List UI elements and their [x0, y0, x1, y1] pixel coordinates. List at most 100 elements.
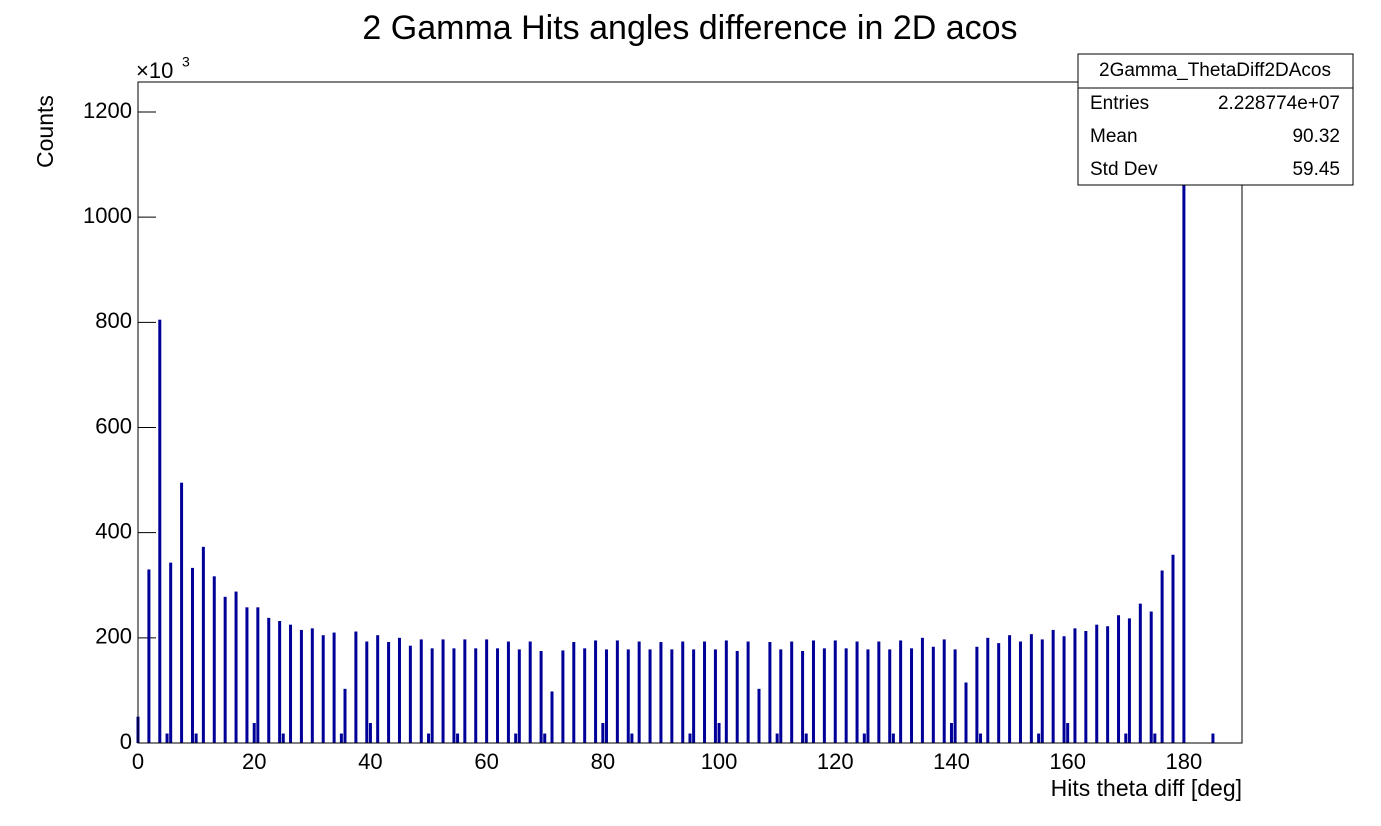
- bar: [648, 649, 652, 743]
- bar: [278, 621, 282, 743]
- bar: [1066, 723, 1070, 743]
- bar: [408, 645, 412, 743]
- bar: [1073, 628, 1077, 743]
- x-tick-label: 160: [1049, 749, 1086, 774]
- bar: [775, 733, 779, 743]
- bar: [757, 688, 761, 743]
- bar: [234, 591, 238, 743]
- bar: [583, 648, 587, 743]
- bar: [997, 643, 1001, 743]
- bar: [891, 733, 895, 743]
- bar: [724, 640, 728, 743]
- bar: [1153, 733, 1157, 743]
- bar: [975, 646, 979, 743]
- bar: [427, 733, 431, 743]
- bar: [1051, 629, 1055, 743]
- bar: [256, 607, 260, 743]
- bar: [539, 650, 543, 743]
- bar: [713, 649, 717, 743]
- bar: [1084, 630, 1088, 743]
- y-tick-label: 1000: [83, 203, 132, 228]
- x-tick-label: 80: [591, 749, 615, 774]
- bar: [321, 635, 325, 743]
- bar: [942, 639, 946, 743]
- bar: [862, 733, 866, 743]
- bar: [1008, 635, 1012, 743]
- bar: [1182, 111, 1186, 743]
- bar: [1018, 641, 1022, 743]
- bar: [194, 733, 198, 743]
- bar: [953, 649, 957, 743]
- stats-key: Mean: [1090, 126, 1138, 147]
- bar: [626, 649, 630, 743]
- bar: [779, 649, 783, 743]
- bar: [517, 649, 521, 743]
- bar: [441, 639, 445, 743]
- bar: [365, 641, 369, 743]
- bar: [844, 648, 848, 743]
- bar: [147, 569, 151, 743]
- bar: [1106, 626, 1110, 743]
- bar: [430, 648, 434, 743]
- bar: [1138, 603, 1142, 743]
- bar: [376, 635, 380, 743]
- bar: [543, 733, 547, 743]
- bar: [604, 649, 608, 743]
- bar: [474, 648, 478, 743]
- bar: [212, 576, 216, 743]
- bar: [659, 642, 663, 743]
- bar: [717, 723, 721, 743]
- bar: [299, 629, 303, 743]
- bar: [790, 641, 794, 743]
- bar: [670, 649, 674, 743]
- bar: [1149, 611, 1153, 743]
- bar: [804, 733, 808, 743]
- stats-value: 90.32: [1292, 126, 1340, 147]
- bar: [855, 641, 859, 743]
- bar: [1095, 624, 1099, 743]
- plot-frame: [137, 81, 1243, 744]
- x-tick-label: 140: [933, 749, 970, 774]
- bar: [550, 691, 554, 743]
- bar: [514, 733, 518, 743]
- bar: [735, 650, 739, 743]
- bar: [601, 723, 605, 743]
- bar: [833, 640, 837, 743]
- bar: [245, 607, 249, 743]
- y-multiplier: ×10: [136, 58, 173, 83]
- y-tick-label: 1200: [83, 98, 132, 123]
- bar: [1160, 570, 1164, 743]
- bar: [703, 641, 707, 743]
- bar: [201, 546, 205, 743]
- x-tick-label: 100: [701, 749, 738, 774]
- bar: [949, 723, 953, 743]
- bar: [811, 640, 815, 743]
- y-axis-label: Counts: [32, 95, 58, 168]
- bar: [506, 641, 510, 743]
- bar: [768, 642, 772, 743]
- y-tick-label: 800: [95, 308, 132, 333]
- bar: [165, 733, 169, 743]
- bar: [397, 637, 401, 743]
- bar: [1211, 733, 1215, 743]
- plot: 0 200 400 600 800 1000 1200 0 20 40 60 80 100 120 140 1…: [83, 98, 1215, 774]
- bar: [190, 567, 194, 743]
- bar: [688, 733, 692, 743]
- x-tick-label: 60: [474, 749, 498, 774]
- bar: [594, 640, 598, 743]
- bar: [267, 617, 271, 743]
- bar: [463, 639, 467, 743]
- y-multiplier-exponent: 3: [182, 54, 190, 70]
- bar: [888, 649, 892, 743]
- bar: [920, 637, 924, 743]
- bar: [223, 596, 227, 743]
- bar: [637, 641, 641, 743]
- bar: [899, 640, 903, 743]
- bar: [1127, 618, 1131, 743]
- y-tick-label: 600: [95, 413, 132, 438]
- bar: [746, 641, 750, 743]
- stats-box: 2Gamma_ThetaDiff2DAcos Entries 2.228774e+0…: [1077, 53, 1354, 186]
- bar: [630, 733, 634, 743]
- bar: [1117, 615, 1121, 743]
